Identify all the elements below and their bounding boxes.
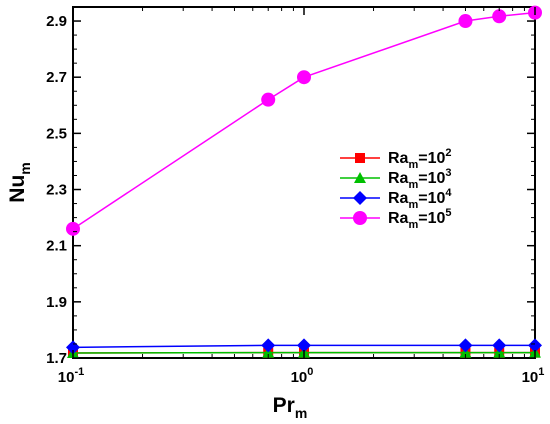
series-diamond: [66, 338, 542, 355]
y-tick-label: 2.7: [46, 69, 67, 86]
x-tick-label: 100: [291, 366, 314, 386]
legend-label: Ram=105: [388, 207, 452, 231]
data-point: [492, 338, 507, 353]
x-tick-label: 101: [522, 366, 545, 386]
x-axis-title: Prm: [273, 394, 308, 421]
legend-label: Ram=102: [388, 147, 452, 171]
axes-layer: 1.7 1.9 2.1 2.3 2.5 2.7 2.9 10-1 100 101 Prm Num: [6, 7, 544, 421]
data-point: [66, 221, 80, 236]
y-tick-label: 2.1: [46, 238, 67, 255]
data-point: [528, 338, 542, 353]
series-line: [72, 11, 536, 230]
data-point: [261, 92, 276, 107]
legend-item: Ram=104: [340, 187, 452, 211]
y-tick-label: 1.9: [46, 294, 67, 311]
legend-label: Ram=104: [388, 187, 452, 211]
y-tick-label: 2.9: [46, 13, 67, 30]
legend-marker: [355, 153, 365, 163]
legend-item: Ram=105: [340, 207, 452, 231]
y-tick-label: 2.5: [46, 125, 67, 142]
data-point: [297, 338, 311, 353]
legend-item: Ram=103: [340, 167, 452, 191]
legend-marker: [354, 172, 366, 183]
legend-marker: [353, 211, 367, 225]
data-point: [458, 338, 473, 353]
data-point: [297, 70, 311, 85]
legend-marker: [353, 191, 367, 205]
data-point: [458, 14, 473, 29]
data-point: [261, 338, 276, 353]
series-circle: [66, 5, 542, 236]
series-layer: [66, 5, 542, 358]
legend-item: Ram=102: [340, 147, 452, 171]
legend-label: Ram=103: [388, 167, 452, 191]
y-tick-label: 2.3: [46, 182, 67, 199]
data-point: [492, 9, 507, 24]
y-axis-title: Num: [6, 162, 33, 202]
x-tick-label: 10-1: [58, 366, 84, 386]
y-tick-label: 1.7: [46, 350, 67, 367]
